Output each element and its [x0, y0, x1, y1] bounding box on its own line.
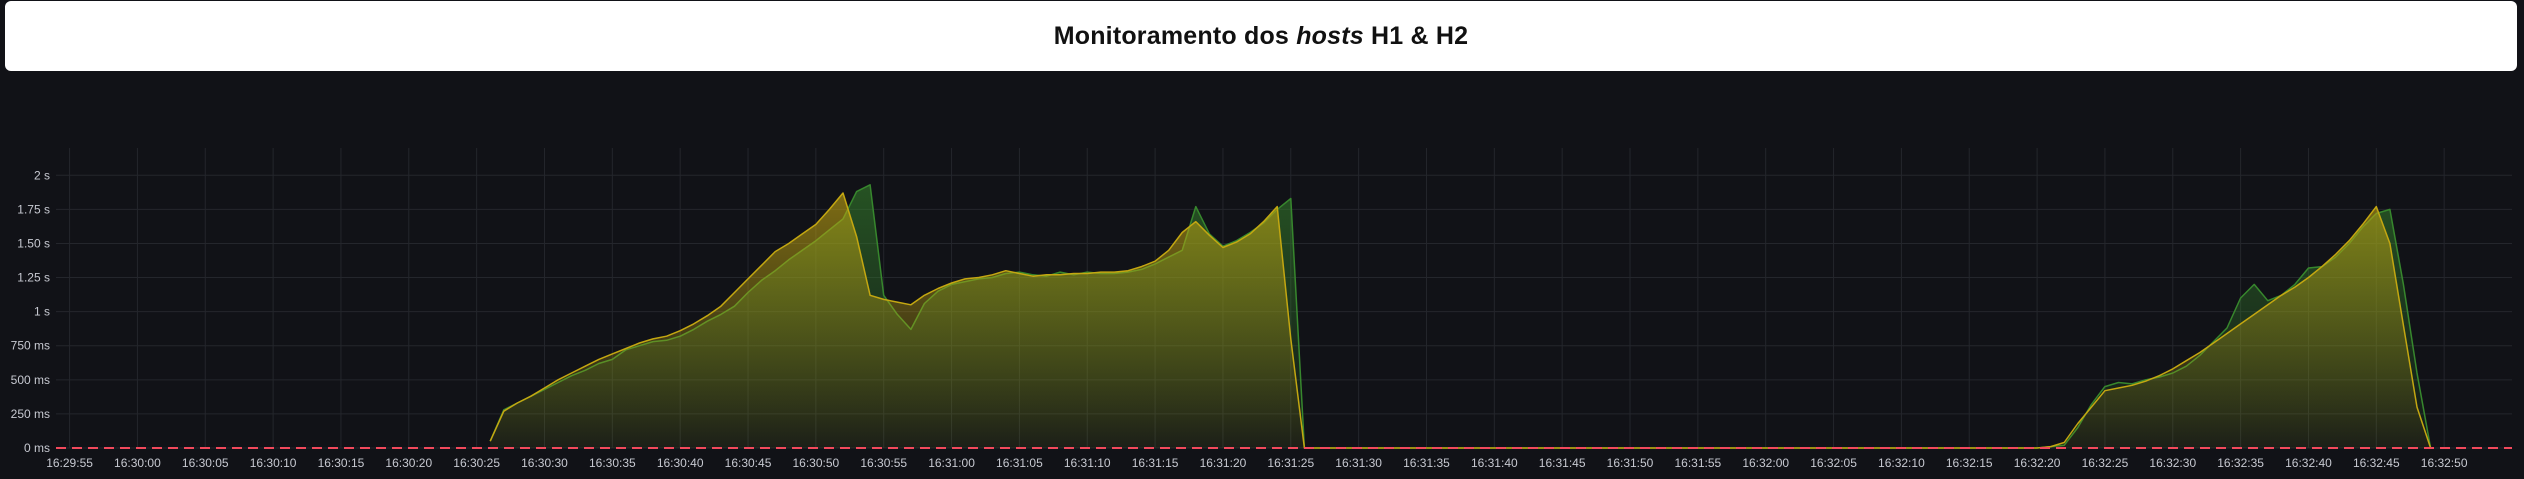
x-tick-label: 16:30:20: [385, 456, 432, 470]
x-tick-label: 16:30:35: [589, 456, 636, 470]
time-series-chart[interactable]: 0 ms 250 ms 500 ms 750 ms 1 s 1.25 s 1.50 s 1.7…: [0, 130, 2524, 474]
series-layer: [490, 185, 2430, 448]
x-tick-label: 16:30:00: [114, 456, 161, 470]
y-tick-label: 1.50 s: [17, 236, 50, 250]
x-tick-label: 16:31:20: [1200, 456, 1247, 470]
y-tick-label: 250 ms: [11, 407, 50, 421]
x-tick-label: 16:32:20: [2014, 456, 2061, 470]
x-tick-label: 16:31:55: [1674, 456, 1721, 470]
x-tick-label: 16:31:45: [1539, 456, 1586, 470]
page-title: Monitoramento dos hosts H1 & H2: [1054, 22, 1469, 51]
title-suffix: H1 & H2: [1364, 22, 1468, 50]
x-tick-label: 16:32:00: [1742, 456, 1789, 470]
x-tick-label: 16:32:15: [1946, 456, 1993, 470]
x-tick-label: 16:32:25: [2082, 456, 2129, 470]
x-tick-label: 16:30:40: [657, 456, 704, 470]
x-axis: 16:29:55 16:30:00 16:30:05 16:30:10 16:30:15…: [46, 456, 2468, 470]
x-tick-label: 16:32:10: [1878, 456, 1925, 470]
x-tick-label: 16:32:35: [2217, 456, 2264, 470]
x-tick-label: 16:31:05: [996, 456, 1043, 470]
x-tick-label: 16:32:30: [2149, 456, 2196, 470]
x-tick-label: 16:32:45: [2353, 456, 2400, 470]
y-tick-label: 500 ms: [11, 373, 50, 387]
y-tick-label: 1.75 s: [17, 202, 50, 216]
x-tick-label: 16:30:15: [318, 456, 365, 470]
x-tick-label: 16:32:40: [2285, 456, 2332, 470]
x-tick-label: 16:30:55: [860, 456, 907, 470]
series-2-area: [490, 193, 2430, 448]
y-tick-label: 0 ms: [24, 441, 50, 455]
x-tick-label: 16:31:10: [1064, 456, 1111, 470]
x-tick-label: 16:31:15: [1132, 456, 1179, 470]
x-tick-label: 16:31:35: [1403, 456, 1450, 470]
x-tick-label: 16:30:50: [793, 456, 840, 470]
chart-panel: 0 ms 250 ms 500 ms 750 ms 1 s 1.25 s 1.50 s 1.7…: [0, 130, 2524, 474]
x-tick-label: 16:31:40: [1471, 456, 1518, 470]
x-tick-label: 16:30:25: [453, 456, 500, 470]
x-tick-label: 16:31:25: [1267, 456, 1314, 470]
y-tick-label: 1 s: [34, 305, 50, 319]
x-tick-label: 16:31:50: [1607, 456, 1654, 470]
x-tick-label: 16:31:00: [928, 456, 975, 470]
x-tick-label: 16:30:05: [182, 456, 229, 470]
y-tick-label: 750 ms: [11, 339, 50, 353]
x-tick-label: 16:30:45: [725, 456, 772, 470]
x-tick-label: 16:31:30: [1335, 456, 1382, 470]
x-tick-label: 16:30:10: [250, 456, 297, 470]
x-tick-label: 16:29:55: [46, 456, 93, 470]
x-tick-label: 16:32:50: [2421, 456, 2468, 470]
y-tick-label: 1.25 s: [17, 271, 50, 285]
y-axis: 0 ms 250 ms 500 ms 750 ms 1 s 1.25 s 1.50 s 1.7…: [11, 168, 50, 455]
title-prefix: Monitoramento dos: [1054, 22, 1296, 50]
x-tick-label: 16:30:30: [521, 456, 568, 470]
x-tick-label: 16:32:05: [1810, 456, 1857, 470]
title-panel: Monitoramento dos hosts H1 & H2: [5, 1, 2517, 71]
y-tick-label: 2 s: [34, 168, 50, 182]
title-emphasis: hosts: [1296, 22, 1364, 50]
